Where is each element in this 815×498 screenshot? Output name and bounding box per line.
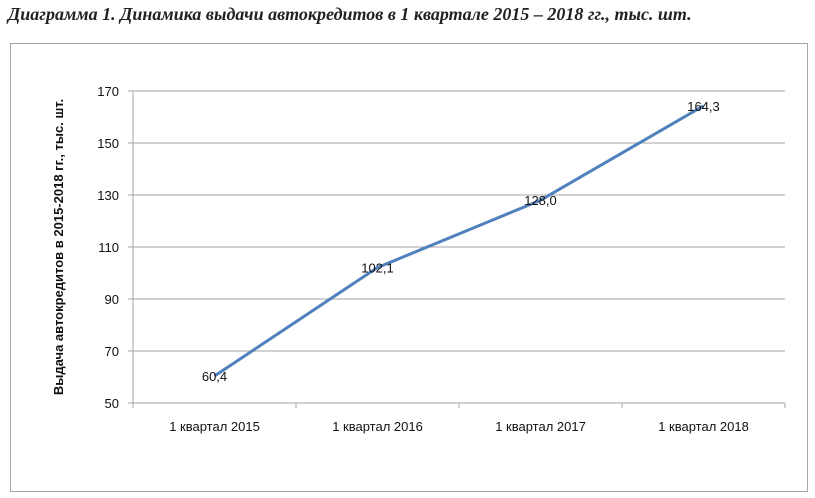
y-tick-label: 170 bbox=[97, 84, 119, 99]
gridlines bbox=[133, 90, 785, 404]
y-axis-ticks: 50 70 90 110 130 150 170 bbox=[97, 84, 134, 411]
y-tick-label: 150 bbox=[97, 136, 119, 151]
data-label: 102,1 bbox=[361, 261, 394, 276]
series-line-path bbox=[213, 104, 705, 378]
y-axis-label: Выдача автокредитов в 2015-2018 гг., тыс… bbox=[51, 99, 66, 395]
y-tick-label: 50 bbox=[105, 396, 119, 411]
y-tick-label: 110 bbox=[98, 240, 119, 255]
x-axis-ticks: 1 квартал 2015 1 квартал 2016 1 квартал 20… bbox=[132, 403, 786, 434]
y-tick-label: 130 bbox=[97, 188, 119, 203]
y-tick-label: 90 bbox=[105, 292, 119, 307]
x-tick-label: 1 квартал 2015 bbox=[169, 419, 260, 434]
series-line bbox=[213, 104, 705, 378]
chart-area bbox=[10, 43, 808, 492]
data-labels: 60,4 102,1 128,0 164,3 bbox=[202, 99, 720, 384]
data-label: 164,3 bbox=[687, 99, 720, 114]
y-tick-label: 70 bbox=[105, 344, 119, 359]
data-label: 128,0 bbox=[524, 193, 557, 208]
x-tick-label: 1 квартал 2017 bbox=[495, 419, 586, 434]
data-label: 60,4 bbox=[202, 369, 227, 384]
x-tick-label: 1 квартал 2016 bbox=[332, 419, 423, 434]
x-tick-label: 1 квартал 2018 bbox=[658, 419, 749, 434]
chart-title: Диаграмма 1. Динамика выдачи автокредито… bbox=[8, 4, 692, 24]
